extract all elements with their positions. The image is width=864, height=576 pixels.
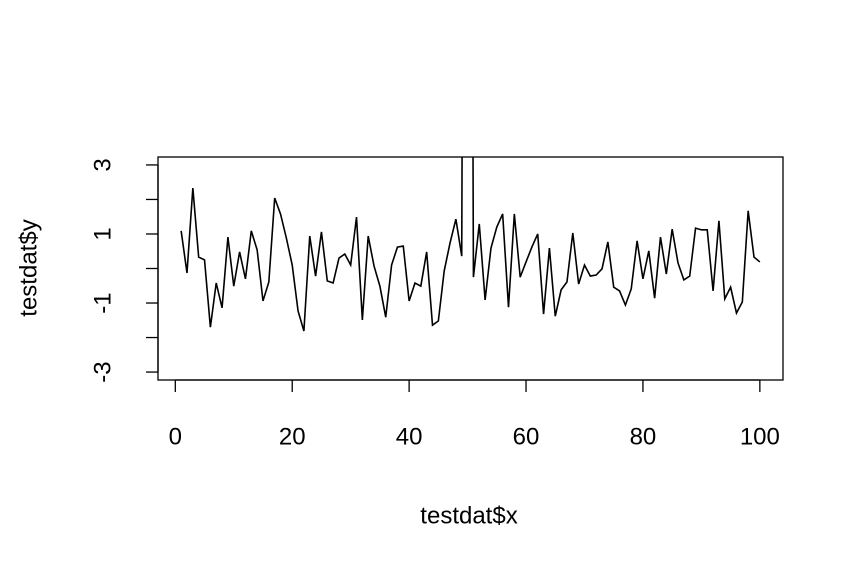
x-tick-label: 20 (279, 423, 306, 450)
y-tick-label: -1 (89, 292, 116, 313)
plot-frame (157, 156, 784, 381)
data-line (180, 157, 761, 332)
x-tick-label: 0 (169, 423, 182, 450)
y-tick-label: 1 (89, 227, 116, 240)
x-tick-label: 40 (396, 423, 423, 450)
x-tick-label: 80 (630, 423, 657, 450)
y-tick-label: 3 (89, 158, 116, 171)
x-tick-label: 100 (740, 423, 780, 450)
x-tick-label: 60 (513, 423, 540, 450)
x-axis-title: testdat$x (420, 502, 517, 529)
y-axis-title: testdat$y (15, 219, 42, 316)
y-tick-label: -3 (89, 361, 116, 382)
